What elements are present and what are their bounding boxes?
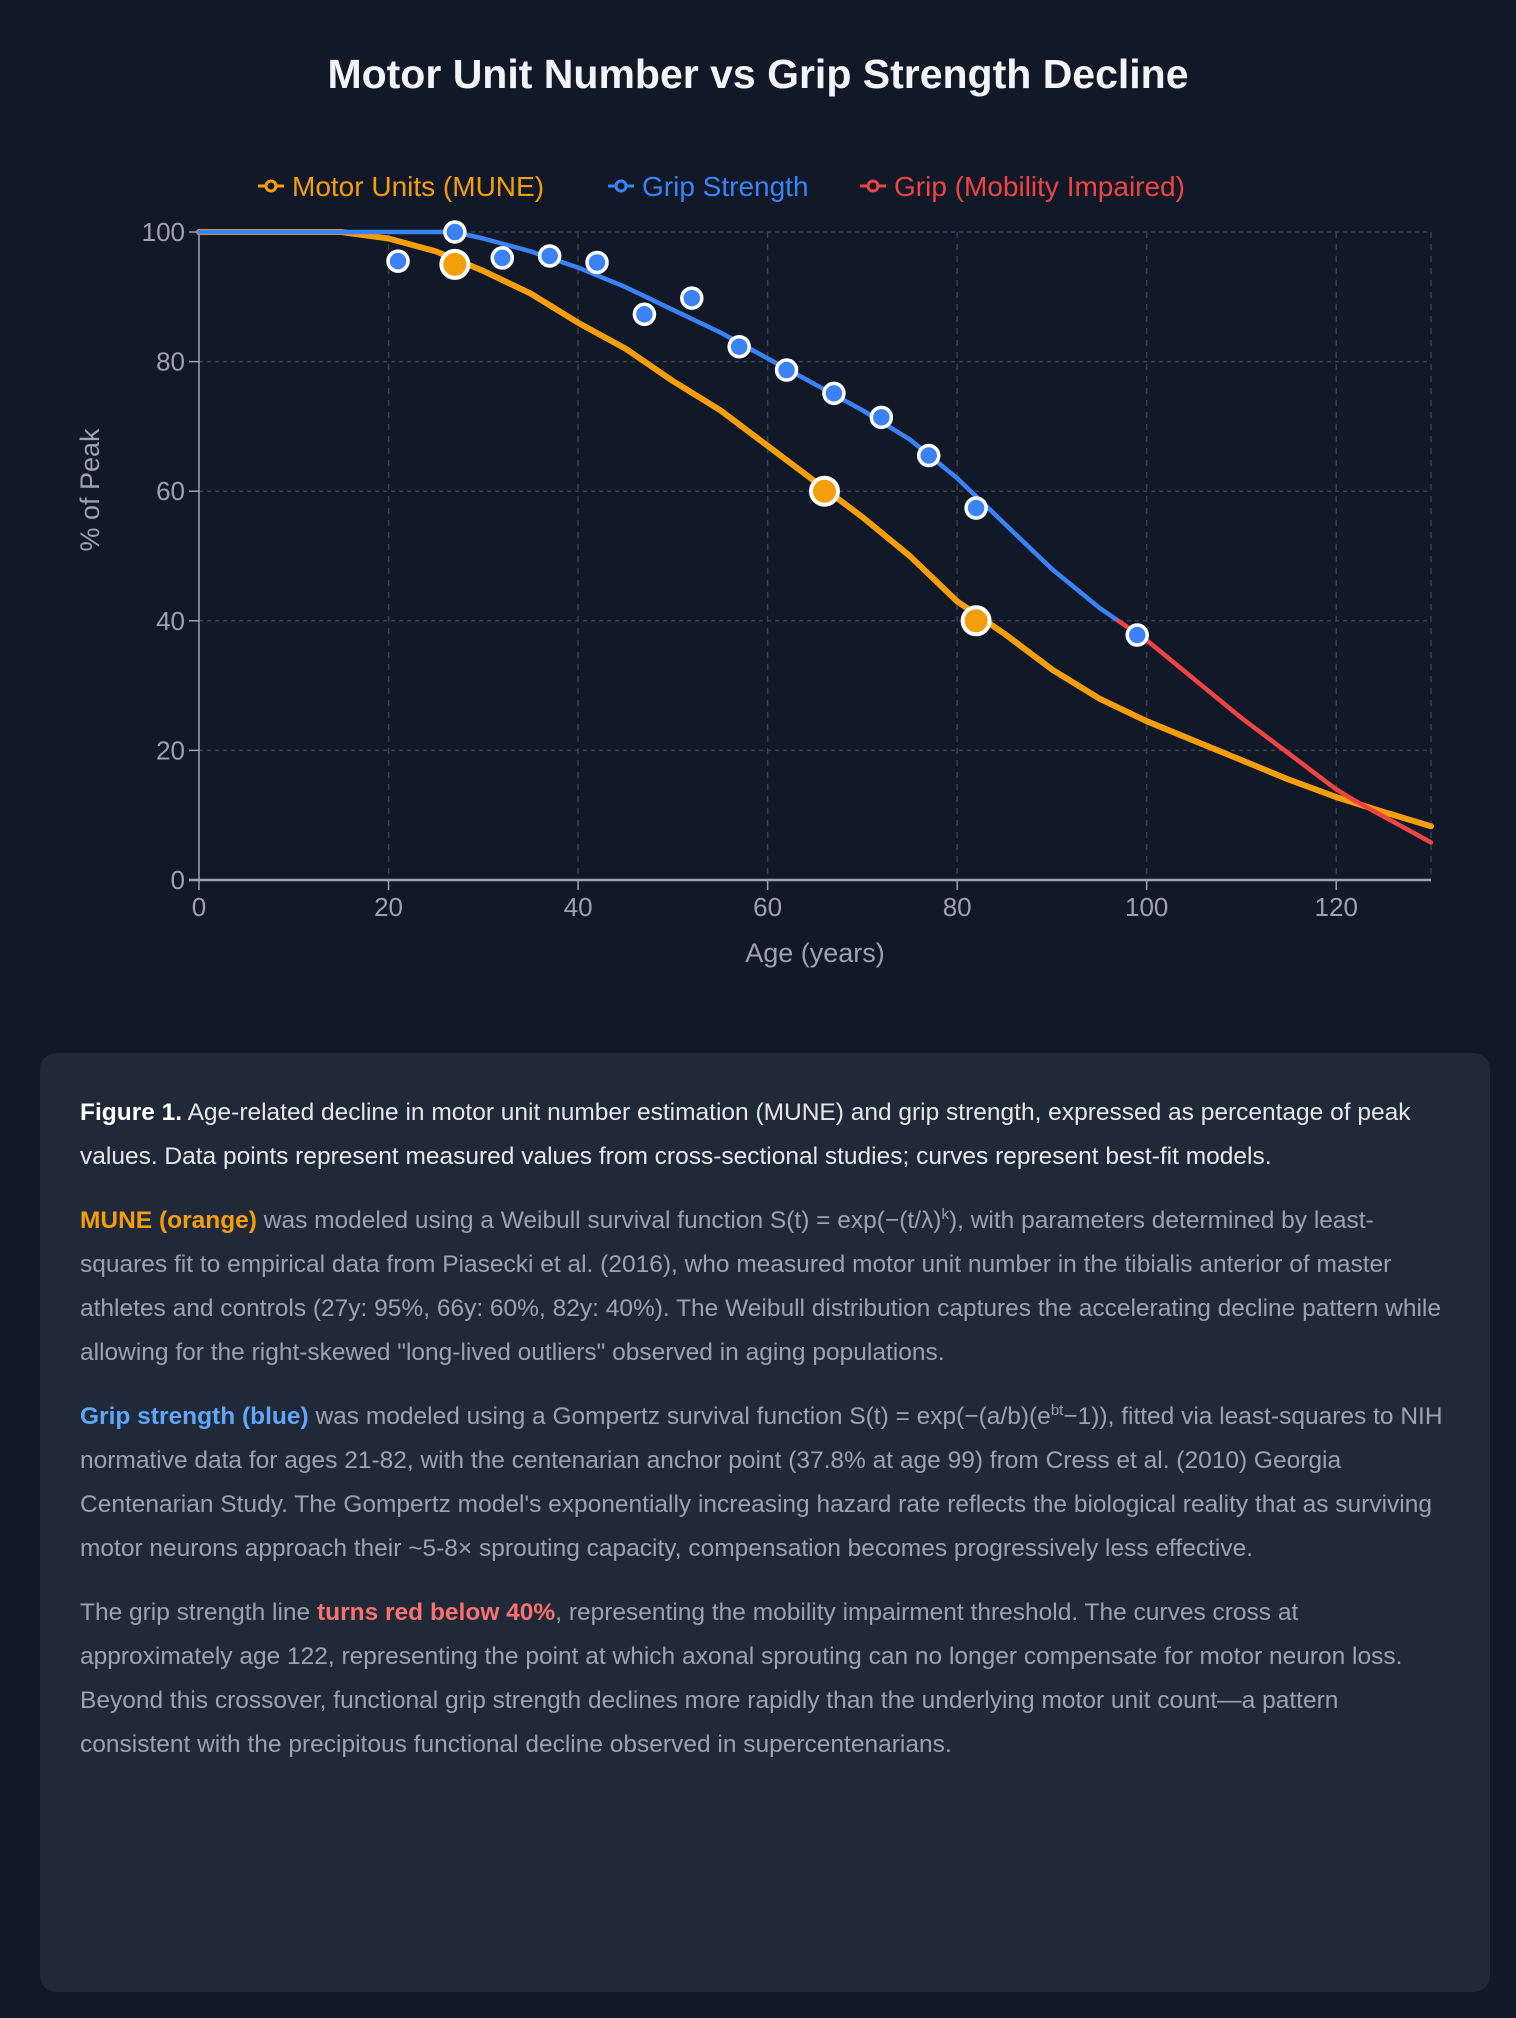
y-tick-label: 100 [142,217,185,247]
mune-data-point [808,475,840,507]
grip-data-point [680,286,704,310]
y-tick-label: 60 [156,476,185,506]
superscript: k [941,1205,949,1223]
grip-data-point [1125,623,1149,647]
mune-highlight: MUNE (orange) [80,1207,257,1234]
y-axis-label: % of Peak [75,428,105,552]
caption-text: , representing the mobility impairment t… [80,1599,1403,1758]
x-tick-label: 120 [1315,892,1358,922]
legend-label: Grip (Mobility Impaired) [894,171,1185,202]
x-tick-label: 20 [374,892,403,922]
grip-data-point [443,220,467,244]
grip-data-point [490,246,515,270]
y-tick-label: 20 [156,735,185,765]
grip-data-point [537,244,562,268]
legend-item: Grip (Mobility Impaired) [860,171,1185,202]
caption-paragraph-grip: Grip strength (blue) was modeled using a… [80,1395,1450,1571]
x-tick-label: 100 [1125,892,1168,922]
red-highlight: turns red below 40% [316,1599,556,1626]
grid [199,231,1432,880]
grip-data-point [869,405,894,430]
grip-highlight: Grip strength (blue) [80,1403,309,1430]
caption-text: was modeled using a Weibull survival fun… [256,1207,942,1234]
caption-paragraph-threshold: The grip strength line turns red below 4… [80,1591,1450,1767]
caption-text: was modeled using a Gompertz survival fu… [308,1403,1051,1430]
grip-data-point [386,249,410,273]
caption-text: Age-related decline in motor unit number… [80,1099,1411,1170]
legend-item: Motor Units (MUNE) [258,171,544,202]
figure-label: Figure 1. [80,1099,183,1126]
mune-curve [196,229,1434,830]
x-tick-label: 80 [943,892,972,922]
mune-data-point [960,605,992,637]
x-tick-label: 0 [192,892,206,922]
caption-paragraph-intro: Figure 1. Age-related decline in motor u… [80,1091,1450,1179]
grip-data-point [774,358,799,382]
legend-marker-icon [866,179,880,193]
axes: 0 20 40 60 80 100 120 0 20 40 60 80 100 [142,217,1431,922]
legend-label: Grip Strength [642,171,809,202]
superscript: bt [1050,1401,1064,1419]
y-tick-label: 40 [156,606,185,636]
y-tick-label: 80 [156,347,185,377]
figure-caption: Figure 1. Age-related decline in motor u… [40,1053,1490,1992]
caption-text: The grip strength line [80,1599,317,1626]
grip-data-point [964,496,988,520]
caption-paragraph-mune: MUNE (orange) was modeled using a Weibul… [80,1199,1450,1375]
grip-data-point [632,302,657,327]
grip-data-point [916,443,941,468]
chart-title: Motor Unit Number vs Grip Strength Decli… [327,51,1188,97]
legend-marker-icon [264,179,278,193]
legend-label: Motor Units (MUNE) [292,171,544,202]
caption-text: −1)), fitted via least-squares to NIH no… [80,1403,1443,1562]
grip-data-point [727,334,751,359]
mune-data-point [439,248,471,280]
data-points [386,220,1149,647]
x-tick-label: 60 [753,892,782,922]
grip-curve [196,229,1121,624]
grip-impaired-curve [1116,618,1434,845]
legend-marker-icon [614,179,628,193]
grip-data-point [822,381,846,406]
x-axis-label: Age (years) [745,938,885,968]
grip-data-point [585,250,609,275]
x-tick-label: 40 [564,892,593,922]
caption-text: ), with parameters determined by least-s… [80,1207,1441,1366]
chart: Motor Unit Number vs Grip Strength Decli… [75,51,1434,968]
y-tick-label: 0 [171,865,185,895]
legend-item: Grip Strength [608,171,809,202]
legend: Motor Units (MUNE) Grip Strength Grip (Mob… [258,171,1185,202]
